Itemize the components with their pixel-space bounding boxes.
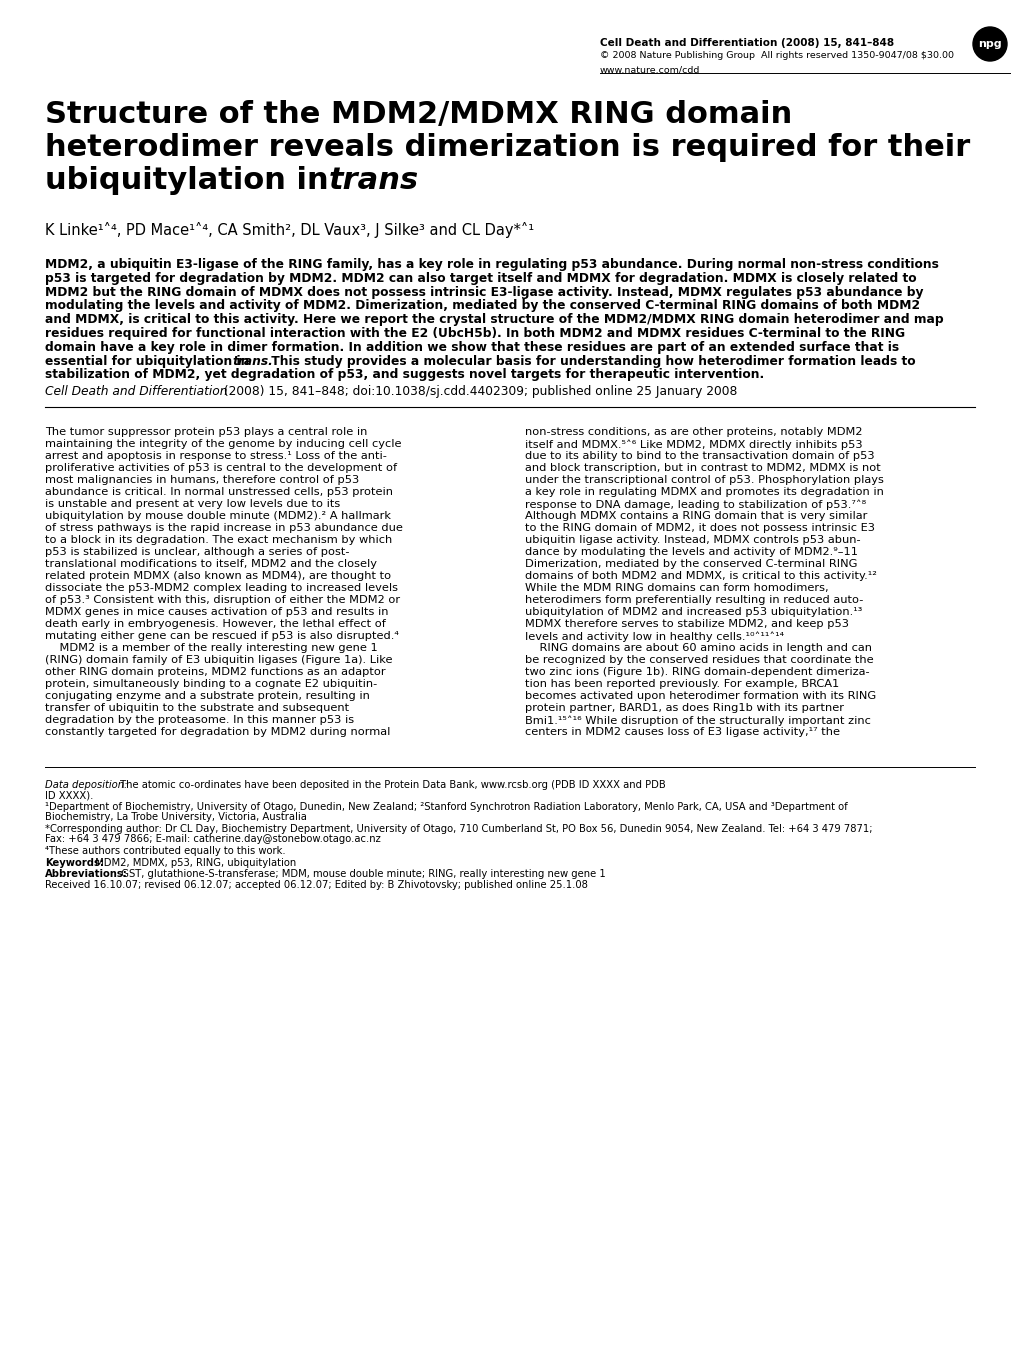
Text: proliferative activities of p53 is central to the development of: proliferative activities of p53 is centr… xyxy=(45,463,396,474)
Text: other RING domain proteins, MDM2 functions as an adaptor: other RING domain proteins, MDM2 functio… xyxy=(45,667,385,678)
Text: conjugating enzyme and a substrate protein, resulting in: conjugating enzyme and a substrate prote… xyxy=(45,691,370,701)
Text: itself and MDMX.⁵˄⁶ Like MDM2, MDMX directly inhibits p53: itself and MDMX.⁵˄⁶ Like MDM2, MDMX dire… xyxy=(525,440,862,449)
Text: stabilization of MDM2, yet degradation of p53, and suggests novel targets for th: stabilization of MDM2, yet degradation o… xyxy=(45,369,763,381)
Text: domain have a key role in dimer formation. In addition we show that these residu: domain have a key role in dimer formatio… xyxy=(45,340,898,354)
Text: most malignancies in humans, therefore control of p53: most malignancies in humans, therefore c… xyxy=(45,475,359,486)
Text: and block transcription, but in contrast to MDM2, MDMX is not: and block transcription, but in contrast… xyxy=(525,463,879,474)
Text: Keywords:: Keywords: xyxy=(45,859,104,868)
Text: MDMX therefore serves to stabilize MDM2, and keep p53: MDMX therefore serves to stabilize MDM2,… xyxy=(525,619,848,629)
Text: residues required for functional interaction with the E2 (UbcH5b). In both MDM2 : residues required for functional interac… xyxy=(45,327,904,340)
Text: Data deposition:: Data deposition: xyxy=(45,780,127,791)
Text: MDM2 is a member of the really interesting new gene 1: MDM2 is a member of the really interesti… xyxy=(45,644,377,653)
Text: p53 is stabilized is unclear, although a series of post-: p53 is stabilized is unclear, although a… xyxy=(45,547,350,557)
Text: protein partner, BARD1, as does Ring1b with its partner: protein partner, BARD1, as does Ring1b w… xyxy=(525,704,843,713)
Text: of p53.³ Consistent with this, disruption of either the MDM2 or: of p53.³ Consistent with this, disruptio… xyxy=(45,595,399,606)
Text: maintaining the integrity of the genome by inducing cell cycle: maintaining the integrity of the genome … xyxy=(45,440,401,449)
Text: be recognized by the conserved residues that coordinate the: be recognized by the conserved residues … xyxy=(525,655,872,666)
Text: related protein MDMX (also known as MDM4), are thought to: related protein MDMX (also known as MDM4… xyxy=(45,572,390,581)
Text: Fax: +64 3 479 7866; E-mail: catherine.day@stonebow.otago.ac.nz: Fax: +64 3 479 7866; E-mail: catherine.d… xyxy=(45,834,380,844)
Text: due to its ability to bind to the transactivation domain of p53: due to its ability to bind to the transa… xyxy=(525,452,873,461)
Text: constantly targeted for degradation by MDM2 during normal: constantly targeted for degradation by M… xyxy=(45,727,390,738)
Text: response to DNA damage, leading to stabilization of p53.⁷˄⁸: response to DNA damage, leading to stabi… xyxy=(525,499,865,510)
Text: ID XXXX).: ID XXXX). xyxy=(45,791,94,800)
Text: degradation by the proteasome. In this manner p53 is: degradation by the proteasome. In this m… xyxy=(45,715,354,725)
Text: Abbreviations:: Abbreviations: xyxy=(45,870,127,879)
Text: Dimerization, mediated by the conserved C-terminal RING: Dimerization, mediated by the conserved … xyxy=(525,559,857,569)
Text: The tumor suppressor protein p53 plays a central role in: The tumor suppressor protein p53 plays a… xyxy=(45,427,367,437)
Text: protein, simultaneously binding to a cognate E2 ubiquitin-: protein, simultaneously binding to a cog… xyxy=(45,679,377,689)
Text: centers in MDM2 causes loss of E3 ligase activity,¹⁷ the: centers in MDM2 causes loss of E3 ligase… xyxy=(525,727,840,738)
Text: This study provides a molecular basis for understanding how heterodimer formatio: This study provides a molecular basis fo… xyxy=(267,355,915,367)
Text: to a block in its degradation. The exact mechanism by which: to a block in its degradation. The exact… xyxy=(45,535,392,546)
Text: MDM2 but the RING domain of MDMX does not possess intrinsic E3-ligase activity. : MDM2 but the RING domain of MDMX does no… xyxy=(45,286,922,298)
Text: is unstable and present at very low levels due to its: is unstable and present at very low leve… xyxy=(45,499,340,509)
Text: essential for ubiquitylation in: essential for ubiquitylation in xyxy=(45,355,254,367)
Text: ¹Department of Biochemistry, University of Otago, Dunedin, New Zealand; ²Stanfor: ¹Department of Biochemistry, University … xyxy=(45,802,847,813)
Text: a key role in regulating MDMX and promotes its degradation in: a key role in regulating MDMX and promot… xyxy=(525,487,883,497)
Text: tion has been reported previously. For example, BRCA1: tion has been reported previously. For e… xyxy=(525,679,839,689)
Text: Biochemistry, La Trobe University, Victoria, Australia: Biochemistry, La Trobe University, Victo… xyxy=(45,813,307,822)
Text: ⁴These authors contributed equally to this work.: ⁴These authors contributed equally to th… xyxy=(45,847,285,856)
Text: of stress pathways is the rapid increase in p53 abundance due: of stress pathways is the rapid increase… xyxy=(45,523,403,534)
Text: heterodimers form preferentially resulting in reduced auto-: heterodimers form preferentially resulti… xyxy=(525,595,862,606)
Text: npg: npg xyxy=(977,39,1001,49)
Text: and MDMX, is critical to this activity. Here we report the crystal structure of : and MDMX, is critical to this activity. … xyxy=(45,313,943,327)
Text: to the RING domain of MDM2, it does not possess intrinsic E3: to the RING domain of MDM2, it does not … xyxy=(525,523,874,534)
Text: becomes activated upon heterodimer formation with its RING: becomes activated upon heterodimer forma… xyxy=(525,691,875,701)
Text: dissociate the p53-MDM2 complex leading to increased levels: dissociate the p53-MDM2 complex leading … xyxy=(45,584,397,593)
Text: arrest and apoptosis in response to stress.¹ Loss of the anti-: arrest and apoptosis in response to stre… xyxy=(45,452,386,461)
Text: (2008) 15, 841–848; doi:10.1038/sj.cdd.4402309; published online 25 January 2008: (2008) 15, 841–848; doi:10.1038/sj.cdd.4… xyxy=(220,385,737,399)
Text: modulating the levels and activity of MDM2. Dimerization, mediated by the conser: modulating the levels and activity of MD… xyxy=(45,299,919,313)
Circle shape xyxy=(972,27,1006,61)
Text: MDM2, a ubiquitin E3-ligase of the RING family, has a key role in regulating p53: MDM2, a ubiquitin E3-ligase of the RING … xyxy=(45,259,937,271)
Text: K Linke¹˄⁴, PD Mace¹˄⁴, CA Smith², DL Vaux³, J Silke³ and CL Day*˄¹: K Linke¹˄⁴, PD Mace¹˄⁴, CA Smith², DL Va… xyxy=(45,222,534,238)
Text: ubiquitylation in: ubiquitylation in xyxy=(45,166,339,195)
Text: GST, glutathione-S-transferase; MDM, mouse double minute; RING, really interesti: GST, glutathione-S-transferase; MDM, mou… xyxy=(115,870,605,879)
Text: heterodimer reveals dimerization is required for their: heterodimer reveals dimerization is requ… xyxy=(45,133,969,162)
Text: p53 is targeted for degradation by MDM2. MDM2 can also target itself and MDMX fo: p53 is targeted for degradation by MDM2.… xyxy=(45,272,916,284)
Text: under the transcriptional control of p53. Phosphorylation plays: under the transcriptional control of p53… xyxy=(525,475,883,486)
Text: trans: trans xyxy=(329,166,419,195)
Text: The atomic co-ordinates have been deposited in the Protein Data Bank, www.rcsb.o: The atomic co-ordinates have been deposi… xyxy=(117,780,665,791)
Text: www.nature.com/cdd: www.nature.com/cdd xyxy=(599,65,700,73)
Text: ubiquitin ligase activity. Instead, MDMX controls p53 abun-: ubiquitin ligase activity. Instead, MDMX… xyxy=(525,535,860,546)
Text: Received 16.10.07; revised 06.12.07; accepted 06.12.07; Edited by: B Zhivotovsky: Received 16.10.07; revised 06.12.07; acc… xyxy=(45,881,587,890)
Text: ubiquitylation of MDM2 and increased p53 ubiquitylation.¹³: ubiquitylation of MDM2 and increased p53… xyxy=(525,607,861,617)
Text: dance by modulating the levels and activity of MDM2.⁹–11: dance by modulating the levels and activ… xyxy=(525,547,857,557)
Text: translational modifications to itself, MDM2 and the closely: translational modifications to itself, M… xyxy=(45,559,377,569)
Text: ubiquitylation by mouse double minute (MDM2).² A hallmark: ubiquitylation by mouse double minute (M… xyxy=(45,512,390,521)
Text: mutating either gene can be rescued if p53 is also disrupted.⁴: mutating either gene can be rescued if p… xyxy=(45,632,398,641)
Text: death early in embryogenesis. However, the lethal effect of: death early in embryogenesis. However, t… xyxy=(45,619,385,629)
Text: Although MDMX contains a RING domain that is very similar: Although MDMX contains a RING domain tha… xyxy=(525,512,866,521)
Text: While the MDM RING domains can form homodimers,: While the MDM RING domains can form homo… xyxy=(525,584,827,593)
Text: *Corresponding author: Dr CL Day, Biochemistry Department, University of Otago, : *Corresponding author: Dr CL Day, Bioche… xyxy=(45,825,871,834)
Text: abundance is critical. In normal unstressed cells, p53 protein: abundance is critical. In normal unstres… xyxy=(45,487,392,497)
Text: RING domains are about 60 amino acids in length and can: RING domains are about 60 amino acids in… xyxy=(525,644,871,653)
Text: domains of both MDM2 and MDMX, is critical to this activity.¹²: domains of both MDM2 and MDMX, is critic… xyxy=(525,572,876,581)
Text: (RING) domain family of E3 ubiquitin ligases (Figure 1a). Like: (RING) domain family of E3 ubiquitin lig… xyxy=(45,655,392,666)
Text: Structure of the MDM2/MDMX RING domain: Structure of the MDM2/MDMX RING domain xyxy=(45,99,792,129)
Text: non-stress conditions, as are other proteins, notably MDM2: non-stress conditions, as are other prot… xyxy=(525,427,862,437)
Text: MDMX genes in mice causes activation of p53 and results in: MDMX genes in mice causes activation of … xyxy=(45,607,388,617)
Text: trans.: trans. xyxy=(232,355,273,367)
Text: © 2008 Nature Publishing Group  All rights reserved 1350-9047/08 $30.00: © 2008 Nature Publishing Group All right… xyxy=(599,50,953,60)
Text: transfer of ubiquitin to the substrate and subsequent: transfer of ubiquitin to the substrate a… xyxy=(45,704,348,713)
Text: two zinc ions (Figure 1b). RING domain-dependent dimeriza-: two zinc ions (Figure 1b). RING domain-d… xyxy=(525,667,869,678)
Text: levels and activity low in healthy cells.¹⁰˄¹¹˄¹⁴: levels and activity low in healthy cells… xyxy=(525,632,784,641)
Text: MDM2, MDMX, p53, RING, ubiquitylation: MDM2, MDMX, p53, RING, ubiquitylation xyxy=(92,859,296,868)
Text: Cell Death and Differentiation (2008) 15, 841–848: Cell Death and Differentiation (2008) 15… xyxy=(599,38,894,48)
Text: Cell Death and Differentiation: Cell Death and Differentiation xyxy=(45,385,227,399)
Text: Bmi1.¹⁵˄¹⁶ While disruption of the structurally important zinc: Bmi1.¹⁵˄¹⁶ While disruption of the struc… xyxy=(525,715,870,725)
